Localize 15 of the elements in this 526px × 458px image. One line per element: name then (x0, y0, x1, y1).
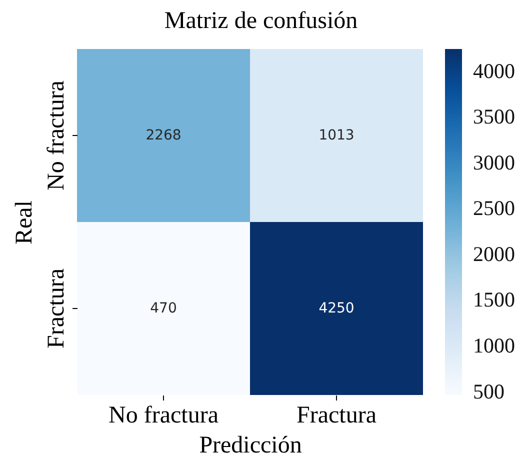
color-bar-label: 500 (473, 379, 504, 404)
color-bar-label: 2000 (473, 242, 515, 266)
color-bar-label: 3000 (473, 150, 515, 174)
data-label: 1013 (318, 128, 354, 144)
color-bar-label: 1000 (473, 333, 515, 358)
x-axis-title: Predicción (199, 432, 302, 458)
data-label: 470 (150, 300, 177, 316)
data-label: 4250 (318, 300, 354, 316)
y-axis-title: Real (12, 200, 38, 244)
color-bar-label: 3500 (473, 104, 515, 129)
color-bar-label: 4000 (473, 58, 515, 83)
chart-title: Matriz de confusión (164, 8, 358, 34)
data-label: 2268 (146, 128, 182, 144)
color-bar-label: 1500 (473, 288, 515, 312)
color-bar-label: 2500 (473, 196, 515, 220)
